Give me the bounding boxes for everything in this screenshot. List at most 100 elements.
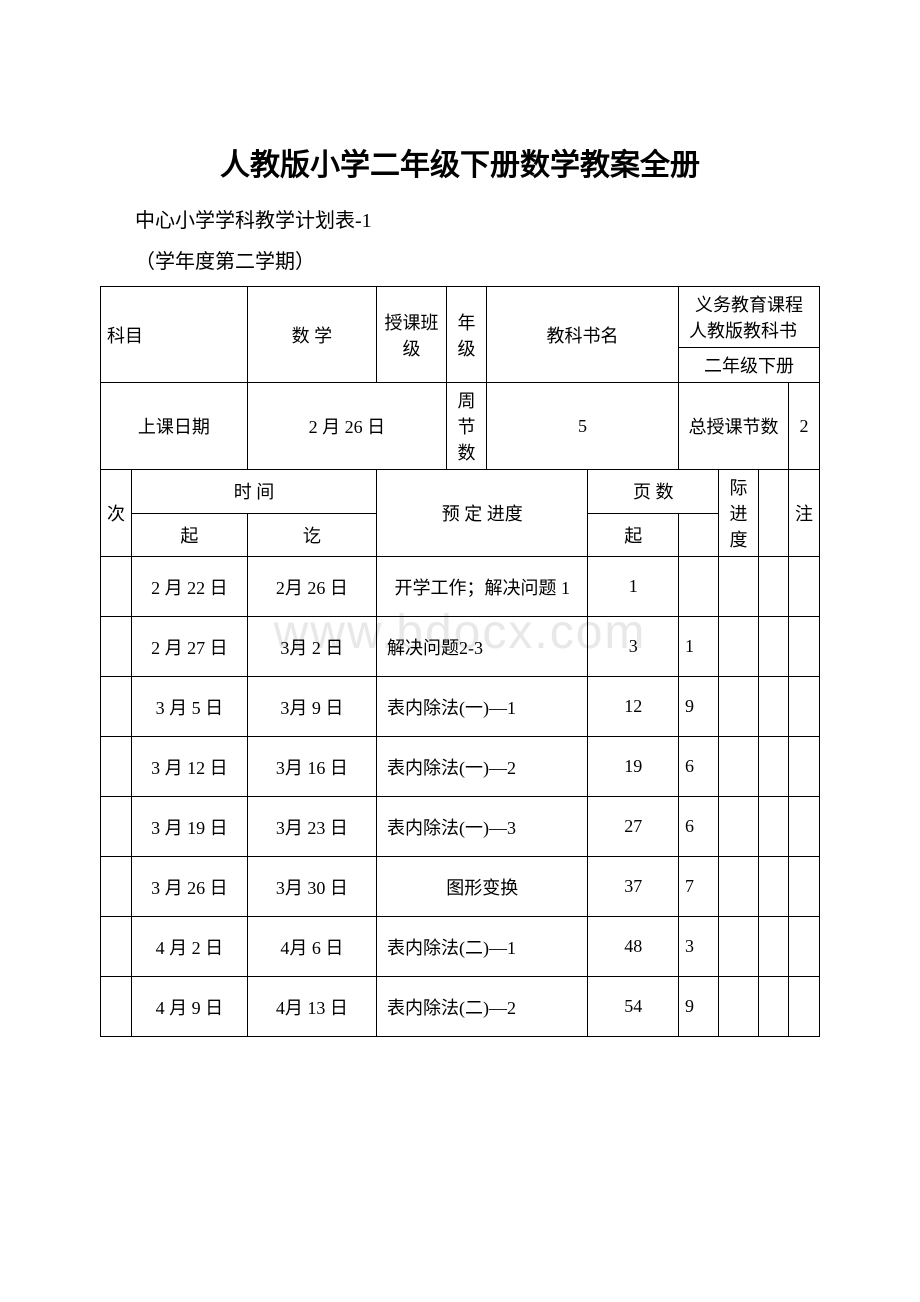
table-row: 4 月 2 日 4月 6 日 表内除法(二)—1 48 3	[101, 917, 820, 977]
seq-cell	[101, 797, 132, 857]
actual-cell	[718, 857, 758, 917]
col2-cell: 6	[678, 737, 718, 797]
start-label-cell: 起	[132, 513, 248, 557]
blank-cell	[758, 737, 788, 797]
subtitle-2: （学年度第二学期）	[100, 245, 820, 274]
start-date-cell: 3 月 12 日	[132, 737, 248, 797]
end-date-cell: 4月 6 日	[247, 917, 376, 977]
end-date-cell: 3月 9 日	[247, 677, 376, 737]
note-cell	[788, 617, 819, 677]
total-lesson-label-cell: 总授课节数	[678, 383, 788, 470]
seq-cell	[101, 557, 132, 617]
content-cell: 表内除法(二)—2	[376, 977, 587, 1037]
seq-cell	[101, 917, 132, 977]
subject-value-cell: 数 学	[247, 287, 376, 383]
textbook-label-cell: 教科书名	[486, 287, 678, 383]
content-cell: 解决问题2-3	[376, 617, 587, 677]
note-cell	[788, 677, 819, 737]
note-cell	[788, 917, 819, 977]
textbook-line1: 义务教育课程	[685, 291, 813, 317]
page-cell: 1	[588, 557, 679, 617]
page-cell: 12	[588, 677, 679, 737]
content-text: 表内除法(一)—1	[383, 694, 581, 720]
start-date-cell: 4 月 9 日	[132, 977, 248, 1037]
content-text: 开学工作；解决问题 1	[383, 574, 581, 600]
col2-cell	[678, 557, 718, 617]
start-date-cell: 2 月 22 日	[132, 557, 248, 617]
page-cell: 19	[588, 737, 679, 797]
content-text: 表内除法(一)—2	[383, 754, 581, 780]
blank-cell	[758, 857, 788, 917]
subject-label-cell: 科目	[101, 287, 248, 383]
time-label-cell: 时 间	[132, 470, 377, 514]
seq-cell	[101, 857, 132, 917]
table-row: 3 月 12 日 3月 16 日 表内除法(一)—2 19 6	[101, 737, 820, 797]
col2-cell: 6	[678, 797, 718, 857]
actual-cell	[718, 557, 758, 617]
col2-cell: 9	[678, 677, 718, 737]
seq-label-cell: 次	[101, 470, 132, 557]
table-row: 3 月 19 日 3月 23 日 表内除法(一)—3 27 6	[101, 797, 820, 857]
seq-cell	[101, 737, 132, 797]
date-value-cell: 2 月 26 日	[247, 383, 446, 470]
page-cell: 37	[588, 857, 679, 917]
col2-cell: 9	[678, 977, 718, 1037]
actual-cell	[718, 797, 758, 857]
content-cell: 图形变换	[376, 857, 587, 917]
subject-label: 科目	[107, 326, 143, 346]
total-lesson-label: 总授课节数	[685, 413, 782, 439]
progress-label-cell: 预 定 进度	[376, 470, 587, 557]
table-row: 3 月 26 日 3月 30 日 图形变换 37 7	[101, 857, 820, 917]
actual-cell	[718, 977, 758, 1037]
page-cell: 54	[588, 977, 679, 1037]
actual-cell	[718, 617, 758, 677]
end-date-cell: 3月 2 日	[247, 617, 376, 677]
actual-cell	[718, 917, 758, 977]
content-cell: 表内除法(一)—1	[376, 677, 587, 737]
end-date-cell: 4月 13 日	[247, 977, 376, 1037]
seq-cell	[101, 977, 132, 1037]
note-cell	[788, 857, 819, 917]
note-label-cell: 注	[788, 470, 819, 557]
week-count-value-cell: 5	[486, 383, 678, 470]
seq-cell	[101, 617, 132, 677]
end-date-cell: 3月 30 日	[247, 857, 376, 917]
content-cell: 表内除法(一)—2	[376, 737, 587, 797]
actual-cell	[718, 737, 758, 797]
blank-cell	[758, 557, 788, 617]
textbook-label: 教科书名	[546, 326, 618, 346]
seq-cell	[101, 677, 132, 737]
col2-cell: 7	[678, 857, 718, 917]
table-row: 2 月 22 日 2月 26 日 开学工作；解决问题 1 1	[101, 557, 820, 617]
page-cell: 3	[588, 617, 679, 677]
date-label-cell: 上课日期	[101, 383, 248, 470]
table-row: 3 月 5 日 3月 9 日 表内除法(一)—1 12 9	[101, 677, 820, 737]
page-start-label-cell: 起	[588, 513, 679, 557]
page-label-cell: 页 数	[588, 470, 719, 514]
col2-cell: 3	[678, 917, 718, 977]
note-cell	[788, 737, 819, 797]
start-date-cell: 4 月 2 日	[132, 917, 248, 977]
blank-cell	[758, 677, 788, 737]
end-date-cell: 3月 23 日	[247, 797, 376, 857]
blank-cell	[758, 977, 788, 1037]
note-cell	[788, 977, 819, 1037]
plan-table: 科目 数 学 授课班级 年级 教科书名 义务教育课程 人教版教科书 二年级下册 …	[100, 286, 820, 1037]
col2-cell: 1	[678, 617, 718, 677]
table-row: 2 月 27 日 3月 2 日 解决问题2-3 3 1	[101, 617, 820, 677]
textbook-line3-cell: 二年级下册	[678, 348, 819, 383]
blank-cell	[758, 797, 788, 857]
textbook-line1-cell: 义务教育课程 人教版教科书	[678, 287, 819, 348]
content-cell: 表内除法(一)—3	[376, 797, 587, 857]
class-label-cell: 授课班级	[376, 287, 446, 383]
content-text: 解决问题2-3	[383, 634, 581, 660]
end-date-cell: 3月 16 日	[247, 737, 376, 797]
end-date-cell: 2月 26 日	[247, 557, 376, 617]
note-cell	[788, 557, 819, 617]
document-title: 人教版小学二年级下册数学教案全册	[100, 140, 820, 184]
content-cell: 表内除法(二)—1	[376, 917, 587, 977]
content-cell: 开学工作；解决问题 1	[376, 557, 587, 617]
actual-label-cell: 际进度	[718, 470, 758, 557]
end-label-cell: 讫	[247, 513, 376, 557]
week-count-label-cell: 周节数	[446, 383, 486, 470]
